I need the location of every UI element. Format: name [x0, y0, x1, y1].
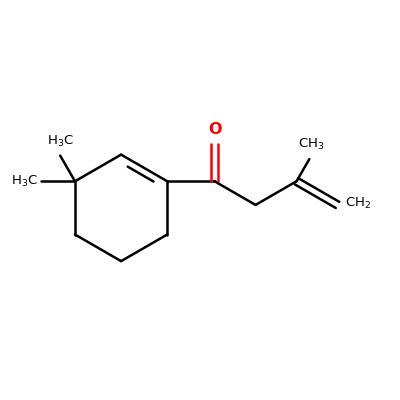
Text: CH$_2$: CH$_2$	[345, 196, 371, 210]
Text: O: O	[208, 122, 221, 137]
Text: H$_3$C: H$_3$C	[47, 134, 74, 148]
Text: CH$_3$: CH$_3$	[298, 137, 324, 152]
Text: H$_3$C: H$_3$C	[11, 174, 38, 189]
